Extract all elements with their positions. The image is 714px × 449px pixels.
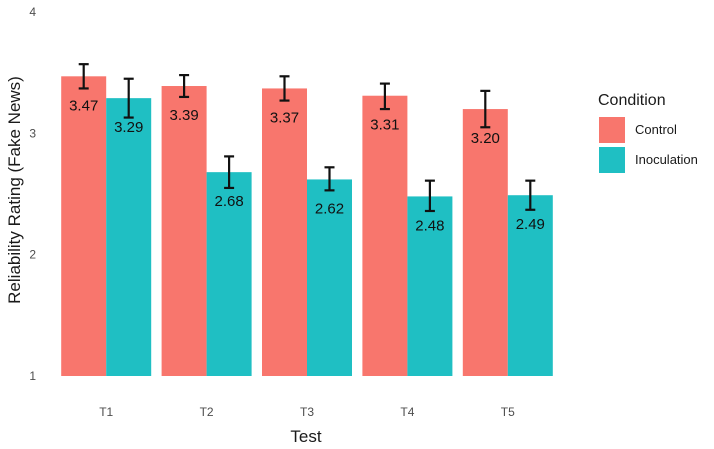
data-label-inoculation-t5: 2.49 — [516, 216, 545, 233]
y-tick-label: 4 — [29, 5, 36, 19]
y-tick-label: 2 — [29, 248, 36, 262]
bar-control-t5 — [462, 109, 508, 377]
x-axis-title: Test — [290, 427, 321, 446]
error-bar-control-t1 — [78, 63, 89, 90]
data-label-control-t4: 3.31 — [370, 117, 399, 134]
legend-swatch — [599, 147, 625, 173]
data-label-control-t3: 3.37 — [270, 109, 299, 126]
x-tick-label: T4 — [400, 405, 414, 419]
x-axis-ticks: T1 T2 T3 T4 T5 — [99, 405, 515, 419]
error-bar-inoculation-t5 — [525, 179, 536, 211]
error-bars — [78, 63, 536, 213]
legend-title: Condition — [598, 92, 666, 109]
legend: Condition Control Inoculation — [598, 92, 698, 173]
error-bar-inoculation-t2 — [224, 155, 235, 190]
legend-label: Inoculation — [635, 152, 698, 167]
bar-control-t1 — [61, 76, 107, 376]
y-tick-label: 1 — [29, 369, 36, 383]
bar-inoculation-t1 — [106, 98, 152, 376]
data-label-inoculation-t2: 2.68 — [214, 193, 243, 210]
error-bar-control-t3 — [279, 75, 290, 102]
data-labels: 3.47 3.29 3.39 2.68 3.37 2.62 3.31 2.48 3.20 2.49 — [69, 97, 545, 234]
legend-item-inoculation: Inoculation — [599, 147, 698, 173]
error-bar-inoculation-t1 — [123, 77, 134, 119]
error-bar-control-t5 — [480, 89, 491, 129]
x-tick-label: T1 — [99, 405, 113, 419]
bars — [61, 76, 553, 377]
bar-control-t2 — [161, 86, 207, 376]
error-bar-control-t2 — [179, 73, 190, 99]
bar-inoculation-t4 — [407, 196, 453, 376]
bar-inoculation-t3 — [307, 179, 352, 376]
y-axis-ticks: 1 2 3 4 — [29, 5, 36, 383]
bar-inoculation-t2 — [206, 172, 252, 376]
error-bar-control-t4 — [379, 82, 390, 111]
y-axis-title: Reliability Rating (Fake News) — [5, 76, 24, 304]
error-bar-inoculation-t4 — [424, 179, 435, 213]
data-label-control-t1: 3.47 — [69, 97, 98, 114]
legend-item-control: Control — [599, 117, 677, 143]
x-tick-label: T3 — [300, 405, 314, 419]
x-tick-label: T5 — [501, 405, 515, 419]
data-label-control-t5: 3.20 — [471, 130, 500, 147]
bar-inoculation-t5 — [507, 195, 553, 376]
bar-control-t4 — [362, 95, 408, 376]
error-bar-inoculation-t3 — [324, 166, 335, 192]
x-tick-label: T2 — [200, 405, 214, 419]
data-label-inoculation-t4: 2.48 — [415, 217, 444, 234]
y-tick-label: 3 — [29, 126, 36, 140]
data-label-inoculation-t3: 2.62 — [315, 200, 344, 217]
legend-swatch — [599, 117, 625, 143]
bar-control-t3 — [262, 88, 307, 376]
legend-label: Control — [635, 122, 677, 137]
data-label-control-t2: 3.39 — [169, 107, 198, 124]
data-label-inoculation-t1: 3.29 — [114, 119, 143, 136]
